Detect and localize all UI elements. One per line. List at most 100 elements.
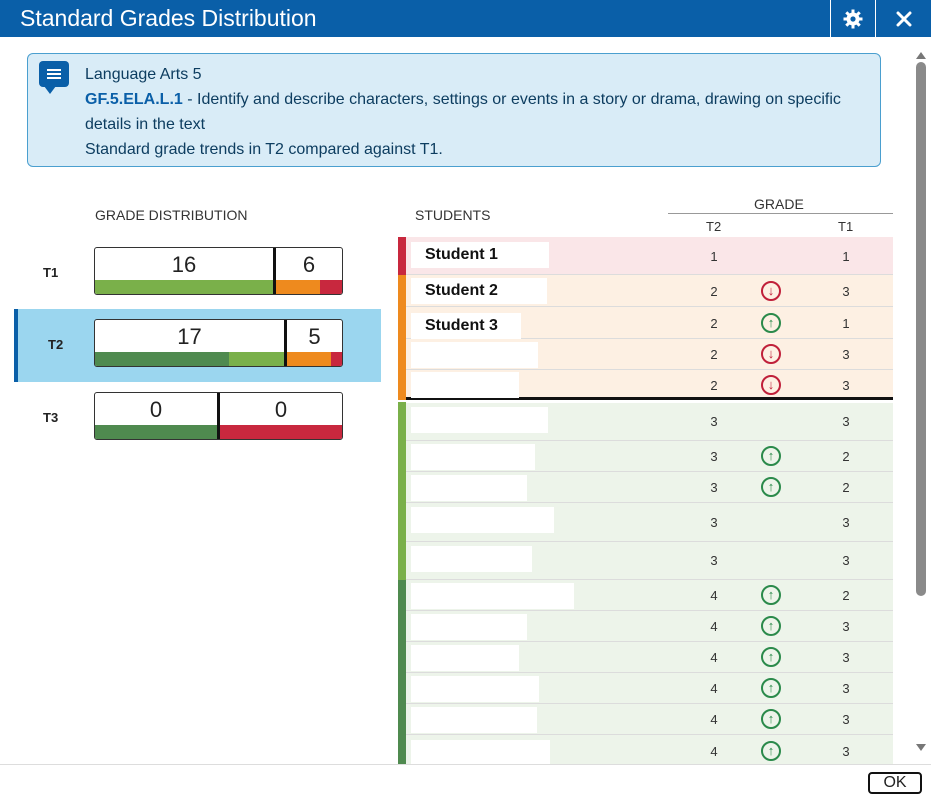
close-button[interactable] — [875, 0, 931, 37]
t1-divider — [273, 248, 276, 294]
t1-grade: 3 — [842, 378, 850, 393]
arrow-up-icon: ↑ — [761, 585, 781, 605]
t2-grade3-segment — [229, 352, 284, 366]
t2-grade: 4 — [710, 619, 718, 634]
t2-grade: 3 — [710, 449, 718, 464]
t1-grade: 1 — [842, 316, 850, 331]
t3-divider — [217, 393, 220, 439]
arrow-up-icon: ↑ — [761, 446, 781, 466]
student-name — [411, 342, 538, 368]
student-row[interactable]: 3 3 — [406, 542, 893, 580]
gear-icon — [843, 9, 863, 28]
t1-grade1-segment — [320, 280, 342, 294]
term-label-t1: T1 — [43, 265, 59, 280]
term-label-t2: T2 — [48, 337, 64, 352]
course-name: Language Arts 5 — [85, 66, 202, 83]
col-header-t1: T1 — [838, 219, 854, 234]
grade3-group-stripe — [398, 402, 406, 580]
grade-header-rule — [668, 213, 893, 214]
arrow-up-icon: ↑ — [761, 616, 781, 636]
arrow-up-icon: ↑ — [761, 741, 781, 761]
student-row[interactable]: Student 3 2 ↑ 1 — [406, 307, 893, 339]
t1-grade: 3 — [842, 553, 850, 568]
standard-code: GF.5.ELA.L.1 — [85, 91, 183, 108]
t2-grade: 3 — [710, 414, 718, 429]
col-header-t2: T2 — [706, 219, 722, 234]
vertical-scrollbar[interactable] — [914, 45, 928, 757]
t2-grade: 4 — [710, 681, 718, 696]
standard-info-box: Language Arts 5 GF.5.ELA.L.1 - Identify … — [27, 53, 881, 167]
student-name — [411, 407, 548, 433]
t2-below-count: 5 — [308, 324, 321, 349]
student-name — [411, 546, 532, 572]
student-name — [411, 583, 574, 609]
t2-grade: 3 — [710, 553, 718, 568]
student-name — [411, 475, 527, 501]
student-name — [411, 372, 519, 398]
t2-grade2-segment — [287, 352, 331, 366]
student-row[interactable]: 3 ↑ 2 — [406, 441, 893, 472]
student-row[interactable]: 4 ↑ 3 — [406, 704, 893, 735]
arrow-down-icon: ↓ — [761, 344, 781, 364]
t2-grade: 2 — [710, 347, 718, 362]
window-title: Standard Grades Distribution — [20, 5, 317, 31]
trend-note: Standard grade trends in T2 compared aga… — [85, 141, 443, 158]
arrow-up-icon: ↑ — [761, 313, 781, 333]
t1-grade: 3 — [842, 284, 850, 299]
grade4-group-stripe — [398, 580, 406, 764]
t2-grade: 3 — [710, 480, 718, 495]
footer-divider — [0, 764, 931, 765]
t1-grade: 3 — [842, 515, 850, 530]
distribution-bar-t1[interactable]: 16 6 — [94, 247, 343, 295]
t2-grade: 2 — [710, 284, 718, 299]
scroll-down-icon[interactable] — [914, 741, 928, 753]
t1-grade: 2 — [842, 449, 850, 464]
student-row[interactable]: 3 ↑ 2 — [406, 472, 893, 503]
arrow-down-icon: ↓ — [761, 281, 781, 301]
t1-below-count: 6 — [302, 252, 316, 277]
student-row[interactable]: 4 ↑ 3 — [406, 673, 893, 704]
t1-meeting-count: 16 — [171, 252, 197, 277]
ok-button[interactable]: OK — [868, 772, 922, 794]
student-row[interactable]: 3 3 — [406, 503, 893, 542]
student-row[interactable]: Student 1 1 1 — [406, 237, 893, 275]
student-name — [411, 740, 550, 766]
t1-grade: 3 — [842, 681, 850, 696]
student-name — [411, 507, 554, 533]
t2-grade4-segment — [95, 352, 229, 366]
t2-grade: 4 — [710, 712, 718, 727]
t1-grade: 2 — [842, 588, 850, 603]
student-row[interactable]: 3 3 — [406, 403, 893, 441]
student-row[interactable]: 4 ↑ 3 — [406, 611, 893, 642]
term-label-t3: T3 — [43, 410, 59, 425]
students-header: STUDENTS — [415, 207, 491, 223]
grade-header: GRADE — [754, 196, 804, 212]
t1-grade: 3 — [842, 619, 850, 634]
t2-meeting-count: 17 — [177, 324, 202, 349]
t1-grade: 1 — [842, 249, 850, 264]
t2-grade: 3 — [710, 515, 718, 530]
student-name — [411, 614, 527, 640]
t1-grade2-segment — [276, 280, 320, 294]
scrollbar-thumb[interactable] — [916, 62, 926, 596]
scroll-up-icon[interactable] — [914, 49, 928, 61]
student-row[interactable]: 4 ↑ 2 — [406, 580, 893, 611]
grade1-group-stripe — [398, 237, 406, 275]
distribution-bar-t3[interactable]: 0 0 — [94, 392, 343, 440]
distribution-bar-t2[interactable]: 17 5 — [94, 319, 343, 367]
t2-grade: 1 — [710, 249, 718, 264]
student-row[interactable]: 4 ↑ 3 — [406, 735, 893, 766]
student-row[interactable]: 2 ↓ 3 — [406, 339, 893, 370]
student-row[interactable]: 4 ↑ 3 — [406, 642, 893, 673]
close-icon — [896, 11, 912, 26]
student-row[interactable]: Student 2 2 ↓ 3 — [406, 275, 893, 307]
t1-grade: 3 — [842, 650, 850, 665]
student-row[interactable]: 2 ↓ 3 — [406, 370, 893, 400]
student-name — [411, 707, 537, 733]
t2-grade1-segment — [331, 352, 342, 366]
arrow-up-icon: ↑ — [761, 647, 781, 667]
t3-below-count: 0 — [274, 397, 288, 422]
settings-button[interactable] — [830, 0, 875, 37]
t3-below-segment — [220, 425, 342, 439]
t3-meeting-count: 0 — [149, 397, 163, 422]
